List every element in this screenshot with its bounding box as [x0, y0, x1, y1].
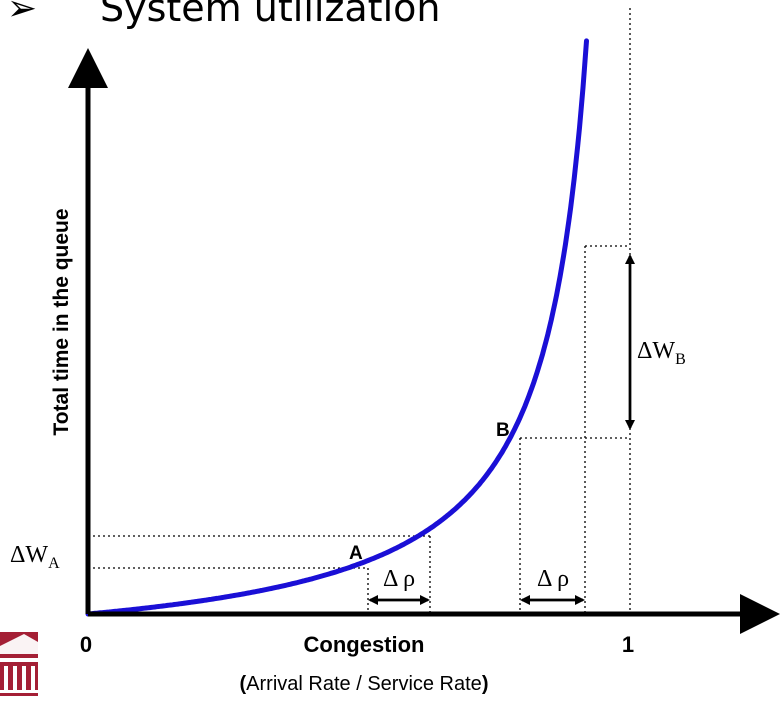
x-axis-title: Congestion — [304, 632, 425, 657]
delta-wb-prefix: ΔW — [637, 338, 675, 364]
delta-rho-right-label: Δ ρ — [537, 566, 569, 592]
delta-wb-sub: B — [675, 351, 686, 368]
x-axis-subtitle: (Arrival Rate / Service Rate) — [240, 673, 489, 695]
delta-rho-left-label: Δ ρ — [383, 566, 415, 592]
arrow-bullet-icon: ➢ — [6, 0, 38, 29]
slide-heading: ➢ System utilization — [0, 0, 441, 36]
x-origin-label: 0 — [80, 632, 92, 657]
utilization-curve — [85, 38, 589, 617]
point-b-label: B — [496, 420, 510, 441]
x-axis-paren-open: ( — [240, 673, 247, 695]
delta-wa-prefix: ΔW — [10, 542, 48, 568]
university-logo-icon — [0, 632, 38, 696]
delta-wa-sub: A — [48, 555, 60, 572]
x-axis-paren-close: ) — [482, 673, 489, 695]
delta-wb-label: ΔWB — [637, 338, 686, 368]
guide-lines — [88, 8, 631, 612]
x-max-label: 1 — [622, 632, 634, 657]
point-a-label: A — [349, 543, 363, 564]
y-axis-label: Total time in the queue — [50, 208, 73, 435]
delta-wa-label: ΔWA — [10, 542, 60, 572]
heading-text: System utilization — [100, 0, 441, 30]
x-axis-subtitle-text: Arrival Rate / Service Rate — [246, 673, 482, 695]
